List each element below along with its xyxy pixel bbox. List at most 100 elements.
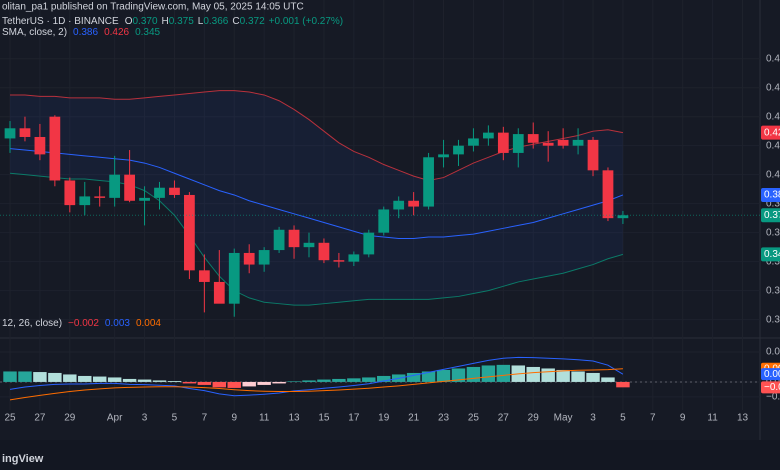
c-value: 0.372: [240, 16, 265, 27]
candle-body: [393, 200, 405, 210]
lower-box: [761, 247, 780, 262]
histogram-bar: [227, 381, 241, 388]
candle-body: [497, 132, 509, 153]
histogram-bar: [3, 371, 17, 382]
histogram-bar: [48, 372, 62, 382]
candle-body: [333, 260, 345, 262]
histogram-bar: [63, 374, 77, 382]
candle-body: [318, 242, 330, 261]
x-tick-label: 29: [64, 413, 76, 424]
histogram-bar: [526, 366, 540, 382]
macd-legend: 12, 26, close) −0.002 0.003 0.004: [2, 318, 161, 329]
candle-body: [617, 215, 629, 219]
x-tick-label: 7: [202, 413, 208, 424]
histogram-bar: [212, 381, 227, 388]
histogram-bar: [496, 364, 511, 382]
l-label: L: [198, 16, 204, 27]
x-tick-label: 3: [590, 413, 596, 424]
histogram-bar: [571, 371, 585, 382]
candle-body: [49, 116, 61, 181]
y-tick-label: 0.320: [766, 285, 780, 296]
histogram-bar: [332, 378, 346, 382]
brand: ingView: [2, 453, 44, 465]
histogram-bar: [137, 379, 152, 382]
candle-body: [468, 138, 479, 146]
macd-line: [9, 356, 624, 397]
histogram-bar: [182, 381, 197, 384]
histogram-bar: [122, 378, 137, 382]
candle-body: [288, 229, 300, 248]
histogram-bar: [421, 371, 436, 382]
candle-body: [438, 154, 449, 158]
candle-body: [243, 252, 255, 265]
x-tick-label: 7: [650, 413, 656, 424]
histogram-bar: [556, 369, 570, 382]
l-value: 0.366: [203, 16, 228, 27]
y-tick-label: 0.440: [766, 111, 780, 122]
candle-body: [512, 134, 524, 153]
price-panel: [0, 90, 760, 317]
bb-upper: 0.426: [104, 27, 129, 38]
histogram-bar: [18, 371, 32, 382]
basis-box: [761, 187, 780, 202]
y-tick-label: 0.480: [766, 53, 780, 64]
x-tick-label: 9: [231, 413, 237, 424]
y-tick-label: 0.420: [766, 140, 780, 151]
candle-body: [94, 196, 106, 198]
candle-body: [348, 254, 360, 262]
candle-body: [303, 242, 315, 248]
last-price-box: [761, 208, 780, 223]
x-tick-label: 13: [288, 413, 300, 424]
macd-value: 0.003: [105, 318, 130, 329]
candle-body: [258, 250, 270, 265]
x-tick-label: 17: [348, 413, 360, 424]
x-tick-label: 25: [4, 413, 16, 424]
candle-body: [184, 194, 195, 271]
candle-body: [557, 139, 569, 146]
histogram-label: −0.002: [764, 382, 780, 393]
candle-body: [79, 196, 91, 206]
h-label: H: [162, 16, 169, 27]
histogram-bar: [362, 377, 376, 382]
y-tick-label: 0.340: [766, 256, 780, 267]
histogram-bar: [107, 377, 122, 382]
histogram-bar: [152, 380, 167, 382]
y-tick-label: 0.400: [766, 169, 780, 180]
macd-panel: [0, 356, 760, 401]
histogram-bar: [272, 381, 286, 384]
signal-line: [9, 368, 623, 401]
y-tick-label: 0.300: [766, 314, 780, 325]
candle-body: [64, 180, 76, 206]
y-tick-label: 0.380: [766, 198, 780, 209]
x-tick-label: 27: [34, 413, 46, 424]
histogram-bar: [541, 368, 555, 382]
histogram-bar: [601, 377, 615, 382]
macd-hist-value: −0.002: [68, 318, 99, 329]
basis-label: 0.386: [764, 190, 780, 201]
candle-body: [34, 136, 46, 155]
upper-box: [761, 125, 780, 140]
histogram-bar: [466, 366, 481, 382]
histogram-bar: [436, 369, 451, 382]
histogram-bar: [406, 372, 421, 382]
o-value: 0.370: [132, 16, 157, 27]
x-tick-label: 29: [528, 413, 540, 424]
x-tick-label: 13: [737, 413, 749, 424]
candle-body: [169, 187, 180, 195]
candle-body: [109, 174, 121, 198]
x-tick-label: 23: [438, 413, 450, 424]
x-tick-label: 25: [468, 413, 480, 424]
last-price-label: 0.372: [764, 210, 780, 221]
candle-body: [542, 142, 554, 146]
footer-bar: [0, 440, 780, 470]
histogram-bar: [257, 381, 271, 385]
candle-body: [363, 232, 375, 255]
band-line: [9, 148, 624, 239]
x-tick-label: 3: [142, 413, 148, 424]
candle-body: [139, 197, 150, 201]
x-tick-label: 11: [259, 413, 270, 424]
histogram-bar: [197, 381, 212, 385]
candle-body: [198, 270, 210, 282]
